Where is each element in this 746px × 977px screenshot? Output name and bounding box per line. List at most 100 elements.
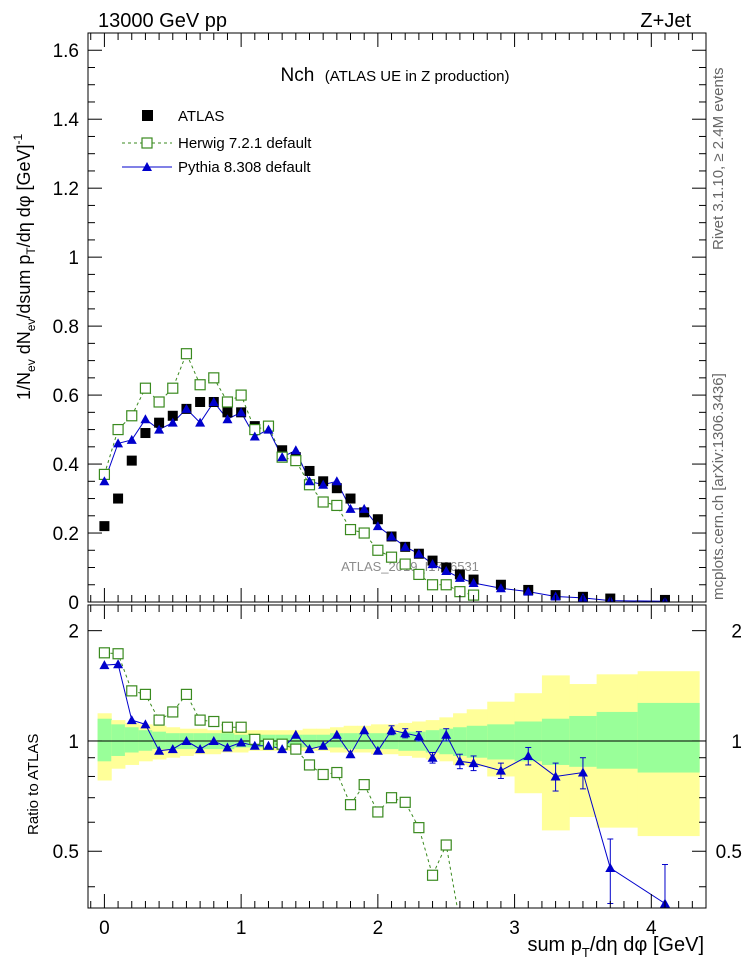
herwig-ratio-point bbox=[385, 792, 398, 804]
pythia-ratio-point bbox=[577, 767, 588, 777]
pythia-ratio-point bbox=[195, 744, 206, 754]
atlas-point bbox=[331, 483, 342, 494]
pythia-point bbox=[372, 521, 383, 531]
herwig-ratio-point bbox=[126, 685, 138, 697]
pythia-point bbox=[441, 565, 452, 575]
y-tick-label: 0.4 bbox=[53, 455, 80, 476]
herwig-ratio-point bbox=[180, 688, 193, 700]
stat-uncertainty-band bbox=[637, 702, 700, 773]
atlas-point bbox=[113, 493, 124, 504]
x-tick-label: 4 bbox=[646, 918, 657, 939]
y-tick-label: 1.2 bbox=[53, 179, 79, 200]
herwig-ratio-point bbox=[303, 759, 316, 771]
ratio-y-tick-label-right: 1 bbox=[731, 732, 742, 753]
ratio-layer bbox=[98, 647, 670, 908]
herwig-point bbox=[399, 558, 411, 570]
herwig-point bbox=[413, 568, 425, 581]
herwig-ratio-point bbox=[235, 721, 247, 733]
stat-uncertainty-band bbox=[97, 718, 112, 762]
pythia-point bbox=[454, 572, 465, 582]
herwig-ratio-line bbox=[104, 652, 458, 908]
pythia-ratio-point bbox=[372, 745, 383, 755]
stat-uncertainty-band bbox=[487, 724, 516, 760]
herwig-point bbox=[112, 423, 124, 436]
stat-uncertainty-band bbox=[541, 718, 570, 765]
herwig-ratio-point bbox=[372, 806, 384, 818]
chart-title: Nch bbox=[280, 65, 314, 86]
pythia-point bbox=[413, 548, 424, 558]
legend-marker-pythia bbox=[142, 162, 152, 171]
herwig-point bbox=[358, 527, 370, 539]
pythia-point bbox=[495, 583, 506, 593]
ratio-y-tick-label-right: 2 bbox=[731, 622, 742, 643]
pythia-point bbox=[427, 559, 438, 569]
legend-label-pythia: Pythia 8.308 default bbox=[178, 159, 311, 176]
legend: ATLAS Herwig 7.2.1 default Pythia 8.308 … bbox=[122, 108, 312, 176]
pythia-point bbox=[167, 417, 178, 427]
series-layer bbox=[98, 348, 670, 602]
pythia-point bbox=[318, 479, 329, 489]
pythia-point bbox=[113, 438, 124, 448]
herwig-point bbox=[426, 579, 439, 591]
atlas-point bbox=[167, 410, 178, 421]
frames bbox=[87, 32, 707, 909]
pythia-ratio-point bbox=[345, 749, 356, 759]
legend-marker-atlas bbox=[142, 110, 153, 121]
pythia-ratio-point bbox=[181, 735, 192, 745]
pythia-ratio-point bbox=[126, 715, 137, 725]
herwig-point bbox=[331, 499, 343, 512]
herwig-ratio-point bbox=[98, 647, 111, 659]
pythia-ratio-point bbox=[99, 660, 110, 670]
herwig-ratio-point bbox=[413, 822, 425, 834]
pythia-point bbox=[99, 476, 110, 486]
legend-label-atlas: ATLAS bbox=[178, 108, 224, 125]
pythia-ratio-point bbox=[318, 740, 329, 750]
ratio-plot-frame bbox=[87, 604, 707, 909]
pythia-ratio-point bbox=[468, 758, 479, 768]
pythia-ratio-point bbox=[140, 719, 151, 729]
stat-uncertainty-band bbox=[124, 727, 140, 753]
y-axis-label: 1/Nev dNev/dsum pT/dη dφ [GeV]-1 bbox=[11, 133, 38, 400]
atlas-point bbox=[277, 445, 288, 456]
herwig-ratio-point bbox=[344, 799, 357, 811]
herwig-ratio-point bbox=[221, 721, 234, 733]
pythia-point bbox=[208, 396, 219, 406]
stat-uncertainty-band bbox=[453, 727, 468, 756]
pythia-point bbox=[140, 414, 151, 424]
herwig-point bbox=[372, 544, 384, 556]
pythia-point bbox=[331, 476, 342, 486]
herwig-point bbox=[221, 396, 234, 408]
herwig-point bbox=[208, 372, 220, 384]
herwig-ratio-point bbox=[358, 779, 370, 791]
pythia-point bbox=[126, 434, 137, 444]
pythia-ratio-point bbox=[400, 728, 411, 738]
ratio-y-axis-label: Ratio to ATLAS bbox=[25, 734, 42, 835]
stat-uncertainty-band bbox=[466, 725, 488, 758]
herwig-point bbox=[126, 410, 138, 422]
pythia-ratio-point bbox=[167, 744, 178, 754]
pythia-ratio-point bbox=[413, 731, 424, 741]
pythia-ratio-point bbox=[331, 729, 342, 739]
y-tick-label: 1 bbox=[68, 248, 79, 269]
herwig-line bbox=[103, 352, 474, 596]
x-tick-label: 2 bbox=[373, 918, 384, 939]
pythia-point bbox=[263, 424, 274, 434]
atlas-point bbox=[140, 428, 151, 439]
herwig-point bbox=[290, 455, 302, 467]
pythia-point bbox=[236, 407, 247, 417]
pythia-ratio-point bbox=[222, 742, 233, 752]
herwig-ratio-point bbox=[194, 714, 206, 726]
herwig-ratio-point bbox=[399, 796, 411, 808]
x-tick-label: 1 bbox=[236, 918, 247, 939]
y-tick-label: 1.4 bbox=[53, 110, 80, 131]
y-tick-label: 0.8 bbox=[53, 317, 79, 338]
pythia-point bbox=[468, 578, 479, 588]
herwig-ratio-point bbox=[139, 688, 152, 700]
herwig-point bbox=[385, 551, 398, 563]
y-tick-label: 0.6 bbox=[53, 386, 79, 407]
pythia-ratio-point bbox=[263, 740, 274, 750]
herwig-ratio-point bbox=[290, 743, 302, 755]
herwig-point bbox=[440, 579, 452, 591]
